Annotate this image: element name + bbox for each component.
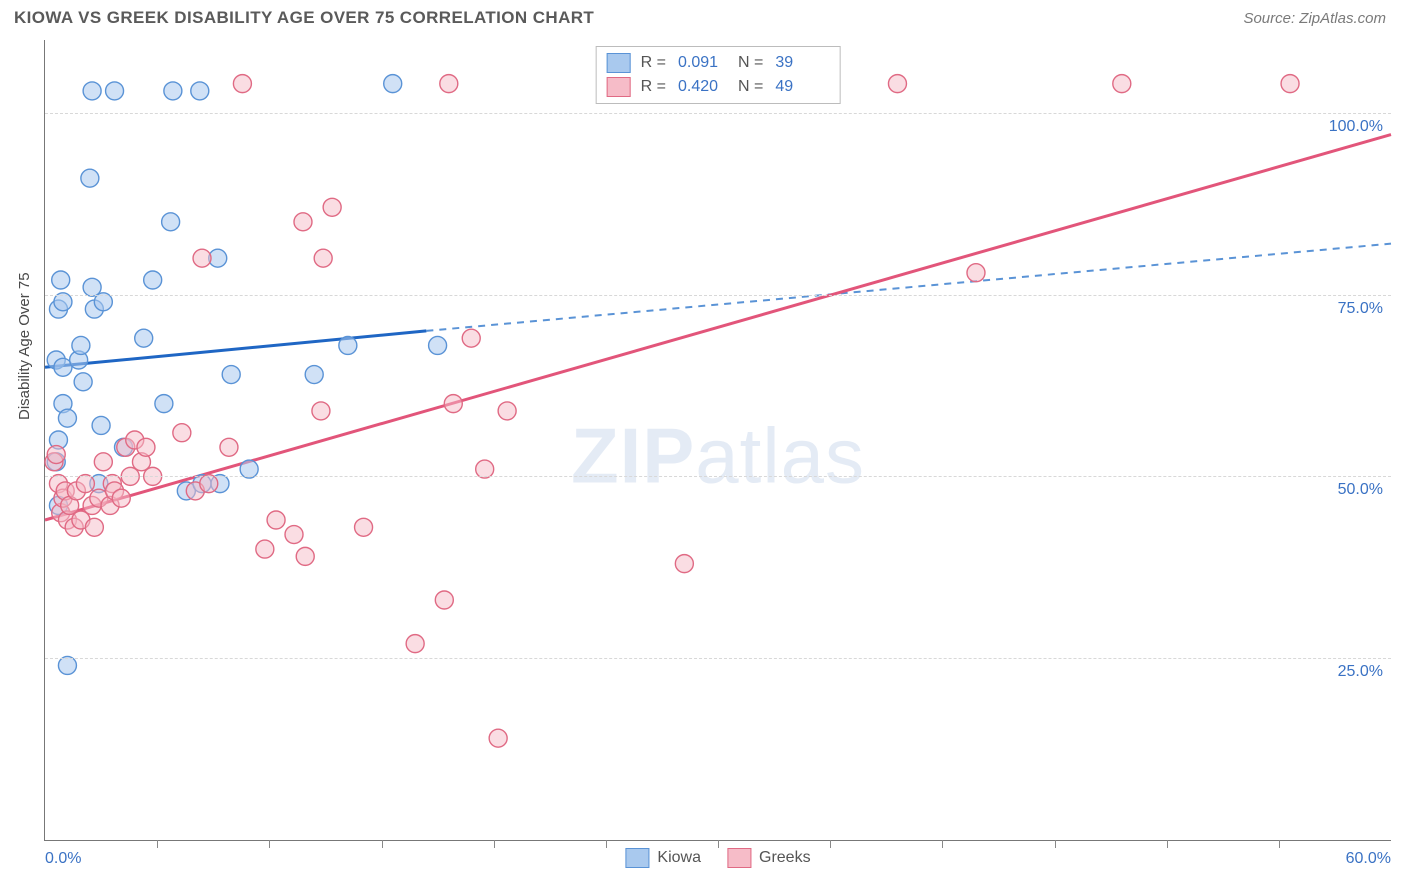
data-point: [58, 409, 76, 427]
y-tick-label: 75.0%: [1338, 300, 1383, 318]
data-point: [498, 402, 516, 420]
data-point: [384, 75, 402, 93]
legend-swatch: [607, 53, 631, 73]
data-point: [339, 336, 357, 354]
data-point: [164, 82, 182, 100]
data-point: [429, 336, 447, 354]
legend-stats: R = 0.091 N = 39 R = 0.420 N = 49: [596, 46, 841, 104]
data-point: [81, 169, 99, 187]
legend-stat-row: R = 0.091 N = 39: [607, 51, 826, 75]
plot-area: ZIPatlas R =0.091N =39R =0.420N =49 Kiow…: [44, 40, 1391, 841]
scatter-svg: [45, 40, 1391, 840]
data-point: [72, 336, 90, 354]
data-point: [74, 373, 92, 391]
data-point: [314, 249, 332, 267]
data-point: [193, 249, 211, 267]
data-point: [444, 395, 462, 413]
data-point: [967, 264, 985, 282]
data-point: [256, 540, 274, 558]
trend-line-dash: [426, 244, 1391, 331]
data-point: [83, 82, 101, 100]
legend-item: Kiowa: [625, 848, 701, 868]
legend-item: Greeks: [727, 848, 811, 868]
data-point: [435, 591, 453, 609]
r-label: R =: [641, 51, 666, 75]
data-point: [92, 416, 110, 434]
data-point: [112, 489, 130, 507]
data-point: [135, 329, 153, 347]
x-tick: [718, 840, 719, 848]
data-point: [85, 518, 103, 536]
r-label: R =: [641, 75, 666, 99]
data-point: [312, 402, 330, 420]
chart-title: KIOWA VS GREEK DISABILITY AGE OVER 75 CO…: [14, 8, 594, 28]
gridline: [45, 113, 1391, 114]
legend-label: Kiowa: [657, 849, 701, 867]
data-point: [222, 366, 240, 384]
data-point: [489, 729, 507, 747]
x-tick-label: 0.0%: [45, 850, 81, 868]
data-point: [52, 271, 70, 289]
data-point: [296, 547, 314, 565]
data-point: [106, 82, 124, 100]
data-point: [144, 271, 162, 289]
data-point: [285, 526, 303, 544]
x-tick: [830, 840, 831, 848]
x-tick-label: 60.0%: [1346, 850, 1391, 868]
data-point: [1113, 75, 1131, 93]
data-point: [191, 82, 209, 100]
data-point: [233, 75, 251, 93]
legend-label: Greeks: [759, 849, 811, 867]
data-point: [294, 213, 312, 231]
n-value: 39: [775, 51, 825, 75]
gridline: [45, 658, 1391, 659]
data-point: [137, 438, 155, 456]
x-tick: [1055, 840, 1056, 848]
x-tick: [494, 840, 495, 848]
r-value: 0.420: [678, 75, 728, 99]
legend-stat-row: R = 0.420 N = 49: [607, 75, 826, 99]
data-point: [462, 329, 480, 347]
gridline: [45, 476, 1391, 477]
legend-swatch: [625, 848, 649, 868]
y-tick-label: 100.0%: [1329, 118, 1383, 136]
y-tick-label: 50.0%: [1338, 481, 1383, 499]
y-axis-label: Disability Age Over 75: [16, 272, 33, 420]
legend-swatch: [727, 848, 751, 868]
data-point: [47, 446, 65, 464]
r-value: 0.091: [678, 51, 728, 75]
data-point: [440, 75, 458, 93]
legend-series: Kiowa Greeks: [625, 848, 810, 868]
x-tick: [606, 840, 607, 848]
x-tick: [382, 840, 383, 848]
data-point: [305, 366, 323, 384]
data-point: [162, 213, 180, 231]
data-point: [323, 198, 341, 216]
legend-swatch: [607, 77, 631, 97]
x-tick: [1167, 840, 1168, 848]
n-label: N =: [738, 75, 763, 99]
x-tick: [269, 840, 270, 848]
x-tick: [1279, 840, 1280, 848]
data-point: [155, 395, 173, 413]
data-point: [94, 453, 112, 471]
data-point: [355, 518, 373, 536]
data-point: [267, 511, 285, 529]
x-tick: [942, 840, 943, 848]
data-point: [675, 555, 693, 573]
data-point: [220, 438, 238, 456]
source-label: Source: ZipAtlas.com: [1243, 10, 1386, 27]
data-point: [173, 424, 191, 442]
n-label: N =: [738, 51, 763, 75]
y-tick-label: 25.0%: [1338, 663, 1383, 681]
n-value: 49: [775, 75, 825, 99]
data-point: [1281, 75, 1299, 93]
data-point: [888, 75, 906, 93]
x-tick: [157, 840, 158, 848]
data-point: [406, 635, 424, 653]
gridline: [45, 295, 1391, 296]
trend-line: [45, 331, 426, 367]
